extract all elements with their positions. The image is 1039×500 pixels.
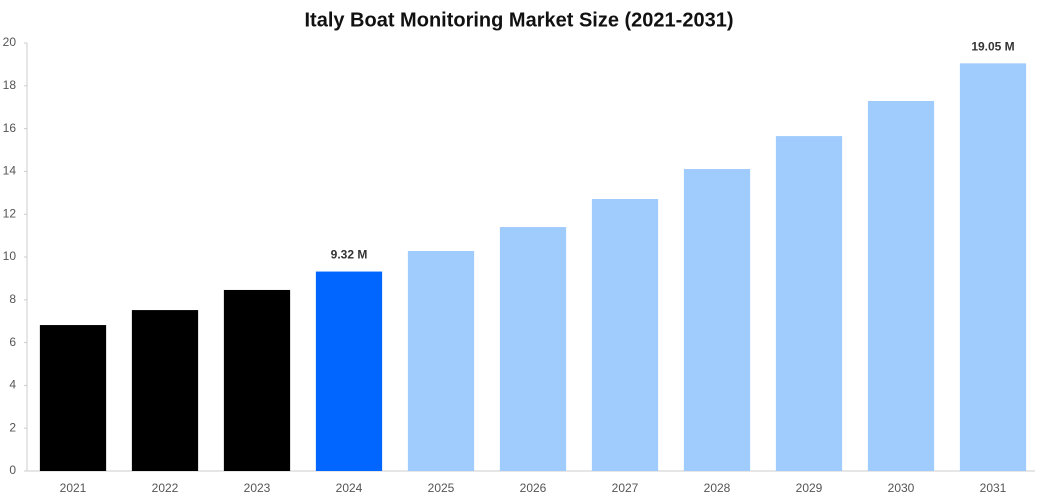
- bar: [407, 251, 475, 471]
- x-tick-label: 2022: [152, 481, 179, 495]
- y-tick-label: 6: [9, 335, 16, 349]
- y-tick-label: 16: [3, 121, 17, 135]
- x-tick-label: 2030: [888, 481, 915, 495]
- value-label: 9.32 M: [331, 248, 368, 262]
- bar: [499, 227, 567, 471]
- y-tick-label: 20: [3, 35, 17, 49]
- y-tick-label: 0: [9, 463, 16, 477]
- x-tick-label: 2028: [704, 481, 731, 495]
- y-tick-label: 12: [3, 206, 17, 220]
- x-tick-label: 2029: [796, 481, 823, 495]
- x-tick-label: 2027: [612, 481, 639, 495]
- x-tick-label: 2025: [428, 481, 455, 495]
- x-tick-label: 2021: [60, 481, 87, 495]
- bar: [39, 325, 107, 471]
- x-tick-label: 2026: [520, 481, 547, 495]
- bar: [683, 169, 751, 471]
- chart-title: Italy Boat Monitoring Market Size (2021-…: [304, 9, 733, 31]
- value-label: 19.05 M: [971, 40, 1014, 54]
- x-tick-label: 2031: [980, 481, 1007, 495]
- bar: [591, 199, 659, 472]
- bar: [223, 289, 291, 471]
- bar: [775, 136, 843, 471]
- y-tick-label: 10: [3, 249, 17, 263]
- y-tick-label: 2: [9, 420, 16, 434]
- bar: [959, 63, 1027, 472]
- bar: [867, 100, 935, 471]
- y-tick-label: 4: [9, 378, 16, 392]
- x-tick-label: 2023: [244, 481, 271, 495]
- y-tick-label: 18: [3, 78, 17, 92]
- y-tick-label: 8: [9, 292, 16, 306]
- bar: [131, 310, 199, 471]
- y-tick-label: 14: [3, 164, 17, 178]
- bar: [315, 271, 383, 471]
- x-tick-label: 2024: [336, 481, 363, 495]
